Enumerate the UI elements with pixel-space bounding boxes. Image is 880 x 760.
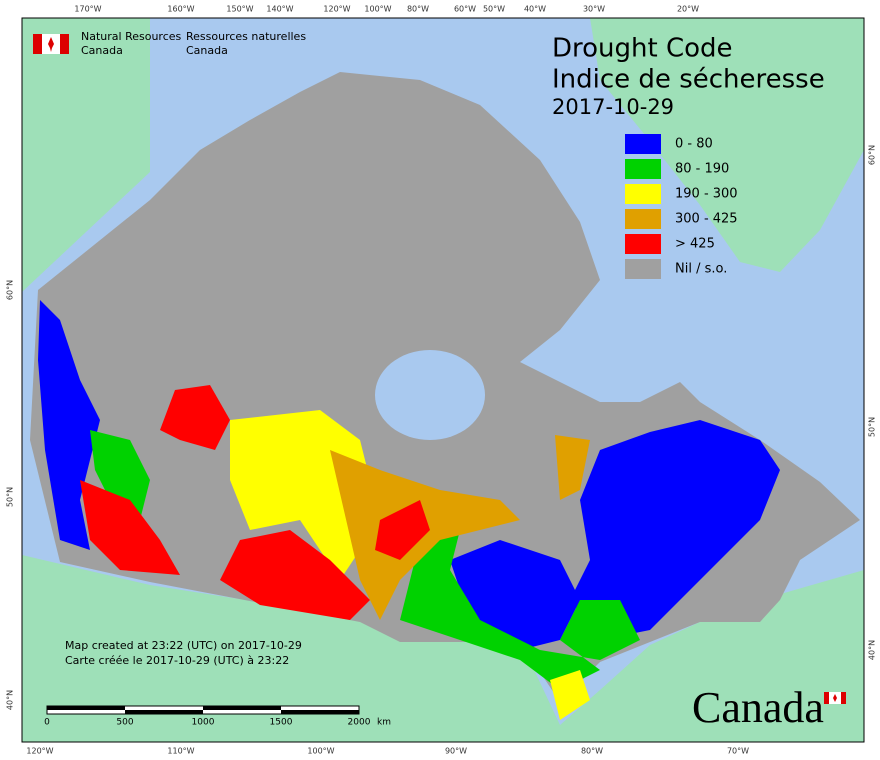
alaska bbox=[22, 18, 150, 292]
legend-label: 190 - 300 bbox=[675, 187, 738, 202]
graticule-label: 110°W bbox=[167, 747, 194, 756]
scale-label: 500 bbox=[116, 718, 133, 728]
graticule-label: 90°W bbox=[445, 747, 467, 756]
legend-label: > 425 bbox=[675, 237, 715, 252]
graticule-label: 60°N bbox=[868, 145, 877, 165]
legend-swatch bbox=[625, 159, 661, 179]
zone-blue-east bbox=[570, 420, 780, 640]
scale-segment bbox=[203, 706, 281, 710]
graticule-label: 120°W bbox=[323, 5, 350, 14]
date: 2017-10-29 bbox=[552, 95, 674, 119]
zone-red-north bbox=[160, 385, 230, 450]
graticule-label: 170°W bbox=[74, 5, 101, 14]
zone-red-bc bbox=[80, 480, 180, 575]
agency-en: Natural Resources bbox=[81, 30, 182, 43]
graticule-label: 50°W bbox=[483, 5, 505, 14]
graticule-label: 40°N bbox=[868, 640, 877, 660]
legend-swatch bbox=[625, 134, 661, 154]
graticule-label: 140°W bbox=[266, 5, 293, 14]
zone-orange-quebec bbox=[555, 435, 590, 500]
hudson-bay bbox=[375, 350, 485, 440]
legend-swatch bbox=[625, 259, 661, 279]
graticule-label: 60°N bbox=[6, 280, 15, 300]
legend-label: 0 - 80 bbox=[675, 137, 713, 152]
legend-label: 300 - 425 bbox=[675, 212, 738, 227]
graticule-label: 150°W bbox=[226, 5, 253, 14]
scale-label: 2000 bbox=[348, 718, 371, 728]
scale-label: 1000 bbox=[192, 718, 215, 728]
title-fr: Indice de sécheresse bbox=[552, 65, 825, 95]
legend-swatch bbox=[625, 184, 661, 204]
zone-green-east bbox=[400, 530, 640, 690]
map-frame bbox=[21, 17, 865, 743]
graticule-label: 50°N bbox=[868, 417, 877, 437]
wordmark: Canada bbox=[692, 683, 824, 732]
zone-green-bc bbox=[90, 430, 150, 520]
flag bbox=[33, 34, 846, 704]
scale-segment bbox=[125, 710, 203, 714]
graticule-label: 30°W bbox=[583, 5, 605, 14]
graticule-label: 80°W bbox=[581, 747, 603, 756]
scale-label: 1500 bbox=[270, 718, 293, 728]
legend-swatch bbox=[625, 209, 661, 229]
legend-label: Nil / s.o. bbox=[675, 262, 727, 277]
legend-label: 80 - 190 bbox=[675, 162, 729, 177]
scale-segment bbox=[47, 706, 125, 710]
zone-yellow-prairie bbox=[230, 410, 380, 580]
usa bbox=[22, 555, 864, 742]
agency-fr: Ressources naturelles bbox=[186, 30, 306, 43]
graticule-label: 40°N bbox=[6, 690, 15, 710]
graticule-label: 80°W bbox=[407, 5, 429, 14]
zone-yellow-south bbox=[550, 670, 590, 720]
zone-blue-bc bbox=[38, 300, 100, 550]
legend-swatch bbox=[625, 234, 661, 254]
scale-unit: km bbox=[377, 718, 391, 728]
zone-red-manitoba bbox=[375, 500, 430, 560]
scale-segment bbox=[281, 710, 359, 714]
graticule-label: 70°W bbox=[727, 747, 749, 756]
graticule-label: 20°W bbox=[677, 5, 699, 14]
graticule-label: 60°W bbox=[454, 5, 476, 14]
graticule-label: 160°W bbox=[167, 5, 194, 14]
agency-fr: Canada bbox=[186, 44, 228, 57]
graticule-label: 50°N bbox=[6, 487, 15, 507]
zone-red-south bbox=[220, 530, 370, 620]
graticule-label: 100°W bbox=[364, 5, 391, 14]
title-en: Drought Code bbox=[552, 34, 733, 64]
agency-en: Canada bbox=[81, 44, 123, 57]
greenland bbox=[590, 18, 864, 272]
graticule-label: 100°W bbox=[307, 747, 334, 756]
scale-label: 0 bbox=[44, 718, 50, 728]
credit: Map created at 23:22 (UTC) on 2017-10-29 bbox=[65, 639, 302, 652]
graticule-label: 120°W bbox=[26, 747, 53, 756]
credit: Carte créée le 2017-10-29 (UTC) à 23:22 bbox=[65, 654, 289, 667]
graticule-label: 40°W bbox=[524, 5, 546, 14]
